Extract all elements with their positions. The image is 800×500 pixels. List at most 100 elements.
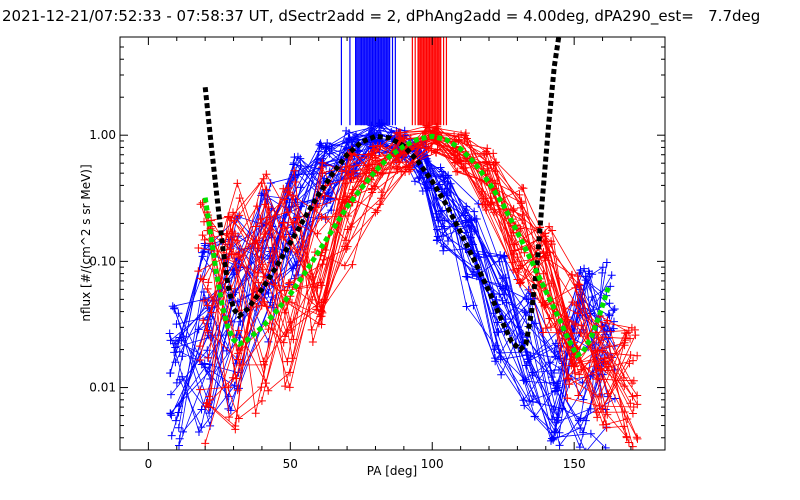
series-1-point [283, 357, 292, 366]
series-5 [411, 37, 448, 126]
series-1-point [594, 334, 603, 343]
series-1-line [211, 133, 631, 397]
series-1-point [377, 188, 386, 197]
series-1-point [599, 420, 608, 429]
series-1-point [545, 248, 554, 257]
series-1-line [204, 140, 635, 363]
series-0-point [585, 447, 587, 450]
series-1-point [235, 194, 244, 203]
series-1-point [593, 413, 602, 422]
series-0-point [290, 153, 299, 162]
series-1-point [204, 278, 213, 287]
series-1-point [343, 242, 352, 251]
series-1-point [546, 323, 555, 332]
series-1-point [225, 212, 234, 221]
chart-title: 2021-12-21/07:52:33 - 07:58:37 UT, dSect… [2, 7, 761, 25]
series-1-point [344, 212, 353, 221]
series-1-point [600, 354, 609, 363]
series-1-point [629, 402, 638, 411]
series-0-point [370, 128, 379, 137]
series-1-point [509, 206, 518, 215]
series-1-point [235, 346, 244, 355]
series-2-fit-curve [202, 37, 562, 353]
series-1-point [509, 265, 518, 274]
series-0-point [322, 144, 331, 153]
axes-layer: 0 50 100 150 0.01 0.10 1.00 [89, 36, 665, 471]
series-0-point [574, 416, 583, 425]
series-0-point [288, 264, 297, 273]
series-1-point [232, 374, 241, 383]
series-1-point [575, 370, 584, 379]
series-1-point [603, 316, 612, 325]
series-1-point [289, 191, 298, 200]
series-0-point [316, 139, 325, 148]
series-1-point [628, 409, 637, 418]
series-1-point [198, 231, 207, 240]
series-1-point [516, 278, 525, 287]
series-0-point [469, 301, 478, 310]
series-1-point [567, 361, 576, 370]
series-0-point [602, 258, 611, 267]
series-1-point [633, 391, 642, 400]
series-1-point [200, 235, 209, 244]
series-1-point [595, 392, 604, 401]
series-0-point [498, 296, 507, 305]
series-1-point [565, 380, 574, 389]
series-0-point [433, 232, 442, 241]
series-1-point [318, 260, 327, 269]
series-1-point [516, 203, 525, 212]
series-4 [340, 37, 396, 126]
series-1-point [628, 392, 637, 401]
series-0-point [586, 404, 595, 413]
series-1-point [424, 144, 433, 153]
series-0-point [522, 294, 531, 303]
series-1-point [235, 252, 244, 261]
y-tick-label: 0.10 [89, 254, 116, 268]
series-1-point [194, 267, 203, 276]
series-1-point [318, 158, 327, 167]
series-1-point [515, 190, 524, 199]
series-1-point [598, 404, 607, 413]
y-tick-label: 0.01 [89, 381, 116, 395]
series-0-point [491, 341, 500, 350]
series-0-point [166, 390, 175, 399]
series-0-point [580, 264, 589, 273]
series-1-point [367, 184, 376, 193]
series-0-point [175, 434, 184, 443]
series-1-point [257, 179, 266, 188]
series-1-point [196, 274, 205, 283]
series-1-point [396, 128, 405, 137]
series-0-point [174, 423, 183, 432]
series-0-point [549, 378, 558, 387]
series-0-point [576, 424, 585, 433]
series-1-point [279, 219, 288, 228]
series-1-point [605, 342, 614, 351]
series-1-point [317, 212, 326, 221]
series-1-point [233, 179, 242, 188]
series-0-point [444, 237, 453, 246]
x-tick-label: 50 [283, 457, 298, 471]
series-1-line [206, 124, 630, 419]
series-0-point [352, 130, 361, 139]
x-tick-label: 0 [145, 457, 153, 471]
series-1-point [624, 438, 633, 447]
series-0-point [194, 427, 203, 436]
series-0-point [342, 144, 351, 153]
series-1-point [625, 359, 634, 368]
series-0-point [296, 154, 305, 163]
series-0-point [415, 174, 424, 183]
series-0-point [470, 207, 479, 216]
series-1-point [622, 433, 631, 442]
series-0-point [530, 412, 539, 421]
series-1-point [455, 150, 464, 159]
series-1-point [264, 203, 273, 212]
series-1-point [225, 413, 234, 422]
series-0-point [170, 303, 179, 312]
series-1-point [252, 302, 261, 311]
series-1-point [539, 328, 548, 337]
series-1-point [286, 318, 295, 327]
series-0-point [201, 241, 210, 250]
series-0-point [469, 267, 478, 276]
series-1-point [290, 166, 299, 175]
series-1-point [349, 166, 358, 175]
